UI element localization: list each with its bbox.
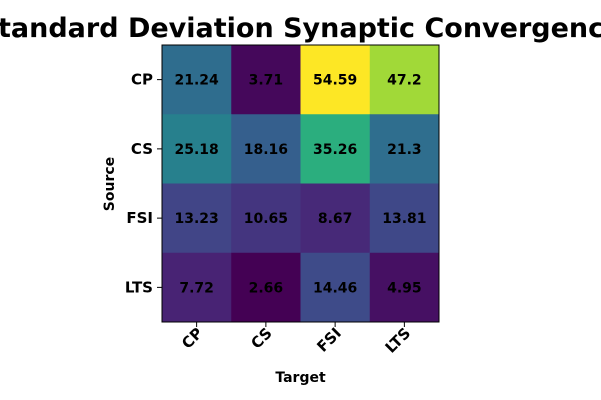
- y-axis-label: Source: [102, 157, 118, 211]
- cell-value-label: 13.81: [382, 211, 426, 227]
- cell-value-label: 21.3: [387, 142, 422, 158]
- cell-value-label: 3.71: [249, 73, 284, 89]
- heatmap-cell-cs-lts: [369, 114, 440, 184]
- heatmap-cell-cp-fsi: [300, 45, 371, 115]
- cell-value-label: 47.2: [387, 73, 422, 89]
- heatmap-cell-cp-cs: [231, 45, 301, 115]
- x-axis-ticks: CP CS FSI LTS: [178, 322, 414, 357]
- cell-value-label: 25.18: [174, 142, 218, 158]
- cell-value-label: 13.23: [174, 211, 218, 227]
- heatmap-cell-cs-cp: [162, 114, 232, 184]
- y-axis-ticks: CP CS FSI LTS: [125, 71, 162, 296]
- cell-value-label: 35.26: [313, 142, 357, 158]
- y-tick-label: FSI: [126, 209, 153, 227]
- plot-frame: [161, 44, 440, 323]
- cell-value-label: 21.24: [174, 73, 219, 89]
- cell-value-label: 10.65: [244, 211, 288, 227]
- cell-value-label: 7.72: [179, 280, 214, 296]
- heatmap-cell-cs-cs: [231, 114, 301, 184]
- heatmap-cell-cp-cp: [162, 45, 232, 115]
- cell-value-label: 8.67: [318, 211, 353, 227]
- heatmap-cell-fsi-lts: [369, 183, 440, 254]
- cell-value-label: 2.66: [249, 280, 284, 296]
- x-tick-label: CP: [178, 324, 206, 352]
- heatmap-cells: [162, 45, 440, 323]
- heatmap-cell-lts-cs: [231, 252, 301, 323]
- y-tick-label: CS: [131, 140, 153, 158]
- heatmap-cell-lts-fsi: [300, 252, 371, 323]
- x-axis-label: Target: [275, 370, 326, 386]
- y-tick-label: LTS: [125, 278, 153, 296]
- heatmap-cell-cp-lts: [369, 45, 440, 115]
- heatmap-cell-lts-lts: [369, 252, 440, 323]
- chart-title: Standard Deviation Synaptic Convergence: [0, 13, 601, 44]
- x-tick-label: LTS: [382, 324, 415, 357]
- cell-value-label: 4.95: [387, 280, 422, 296]
- heatmap-cell-fsi-cp: [162, 183, 232, 254]
- heatmap-cell-fsi-cs: [231, 183, 301, 254]
- cell-value-label: 14.46: [313, 280, 357, 296]
- heatmap-cell-cs-fsi: [300, 114, 371, 184]
- cell-annotations: 21.24 3.71 54.59 47.2 25.18 18.16 35.26 21.3 13.…: [174, 73, 426, 297]
- x-tick-label: CS: [247, 324, 275, 352]
- x-tick-label: FSI: [313, 324, 345, 356]
- cell-value-label: 54.59: [313, 73, 357, 89]
- heatmap-cell-fsi-fsi: [300, 183, 371, 254]
- y-tick-label: CP: [131, 71, 153, 89]
- heatmap-cell-lts-cp: [162, 252, 232, 323]
- cell-value-label: 18.16: [244, 142, 288, 158]
